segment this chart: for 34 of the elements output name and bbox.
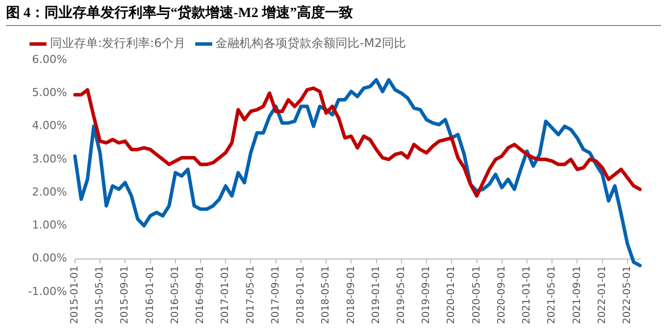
x-tick-label: 2021-09-01 [572, 266, 583, 324]
x-tick-label: 2019-01-01 [370, 266, 382, 324]
x-tick-label: 2022-05-01 [622, 266, 634, 324]
x-tick-label: 2020-05-01 [471, 266, 482, 324]
x-tick-label: 2018-09-01 [346, 266, 357, 324]
legend-label: 金融机构各项贷款余额同比-M2同比 [216, 36, 406, 50]
x-tick-label: 2015-09-01 [120, 266, 131, 324]
x-tick-label: 2016-01-01 [144, 266, 156, 324]
y-tick-label: 4.00% [32, 119, 67, 132]
x-tick-label: 2017-05-01 [245, 266, 256, 324]
x-tick-label: 2017-09-01 [270, 266, 282, 324]
x-tick-label: 2017-01-01 [220, 266, 232, 324]
y-tick-label: 2.00% [32, 185, 67, 198]
x-tick-label: 2019-05-01 [396, 266, 407, 324]
chart-title: 图 4：同业存单发行利率与“贷款增速-M2 增速”高度一致 [6, 4, 661, 26]
x-tick-label: 2015-01-01 [70, 266, 81, 324]
x-tick-label: 2018-05-01 [320, 266, 332, 324]
x-tick-label: 2021-01-01 [522, 266, 533, 324]
x-tick-label: 2020-09-01 [496, 266, 508, 324]
x-tick-label: 2015-05-01 [94, 266, 106, 324]
x-tick-label: 2016-05-01 [170, 266, 181, 324]
x-tick-label: 2016-09-01 [195, 266, 206, 324]
y-tick-label: 3.00% [32, 152, 67, 166]
y-tick-label: -1.00% [28, 284, 67, 298]
y-tick-label: 5.00% [32, 86, 67, 99]
x-tick-label: 2018-01-01 [296, 266, 307, 324]
x-tick-label: 2020-01-01 [446, 266, 458, 324]
legend-label: 同业存单:发行利率:6个月 [50, 36, 186, 50]
x-tick-label: 2022-01-01 [596, 266, 608, 324]
y-tick-label: 0.00% [32, 252, 67, 265]
y-tick-label: 1.00% [32, 218, 67, 232]
x-tick-label: 2019-09-01 [421, 266, 432, 324]
y-tick-label: 6.00% [32, 52, 67, 66]
x-tick-label: 2021-05-01 [546, 266, 558, 324]
